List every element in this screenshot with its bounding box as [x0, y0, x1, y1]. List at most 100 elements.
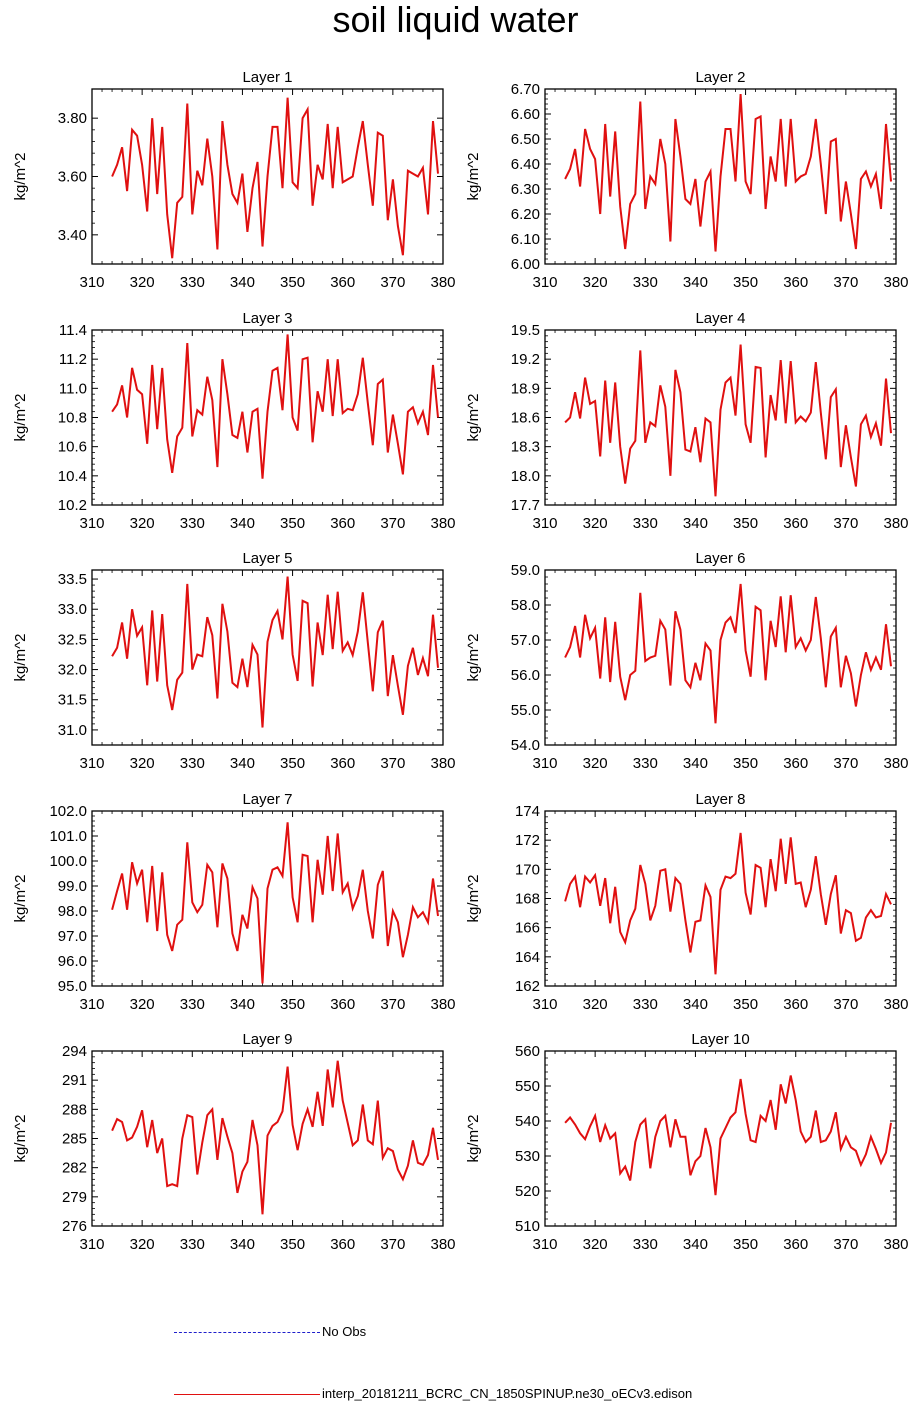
x-tick-label: 330 — [180, 515, 205, 532]
y-tick-label: 276 — [62, 1218, 87, 1235]
x-tick-label: 350 — [280, 996, 305, 1013]
x-tick-label: 350 — [733, 515, 758, 532]
x-tick-label: 370 — [380, 755, 405, 772]
x-tick-label: 350 — [733, 996, 758, 1013]
series-line — [111, 822, 439, 984]
x-tick-label: 370 — [380, 1236, 405, 1253]
layer-panel-8: Layer 8 kg/m^2 310 320 330 340 350 360 370 380 162… — [465, 791, 909, 1013]
y-tick-label: 3.80 — [58, 110, 87, 127]
x-tick-label: 330 — [180, 274, 205, 291]
legend-line-no-obs — [174, 1332, 320, 1333]
x-tick-label: 330 — [633, 274, 658, 291]
x-tick-label: 310 — [79, 996, 104, 1013]
panel-title: Layer 6 — [695, 550, 745, 567]
x-tick-label: 310 — [532, 996, 557, 1013]
y-axis-label: kg/m^2 — [465, 634, 482, 682]
y-tick-label: 18.3 — [511, 439, 540, 456]
x-tick-label: 350 — [280, 755, 305, 772]
x-tick-label: 330 — [180, 1236, 205, 1253]
x-tick-label: 330 — [180, 755, 205, 772]
y-tick-label: 6.10 — [511, 231, 540, 248]
y-tick-label: 168 — [515, 891, 540, 908]
y-tick-label: 11.4 — [59, 322, 87, 339]
series-line — [564, 93, 892, 252]
y-tick-label: 31.0 — [58, 722, 87, 739]
series-line — [111, 97, 439, 259]
y-tick-label: 56.0 — [511, 667, 540, 684]
y-tick-label: 3.60 — [58, 169, 87, 186]
layer-panel-4: Layer 4 kg/m^2 310 320 330 340 350 360 370 380 17.… — [465, 310, 909, 532]
plot-frame — [91, 569, 444, 746]
x-tick-label: 360 — [783, 515, 808, 532]
x-tick-label: 350 — [733, 274, 758, 291]
x-tick-label: 330 — [633, 515, 658, 532]
y-tick-label: 170 — [515, 861, 540, 878]
y-tick-label: 32.0 — [58, 662, 87, 679]
panel-title: Layer 9 — [242, 1031, 292, 1048]
x-tick-label: 310 — [79, 274, 104, 291]
y-tick-label: 10.4 — [58, 468, 87, 485]
y-tick-label: 58.0 — [511, 597, 540, 614]
x-tick-label: 360 — [330, 1236, 355, 1253]
x-tick-label: 320 — [130, 1236, 155, 1253]
y-tick-label: 550 — [515, 1078, 540, 1095]
y-tick-label: 294 — [62, 1043, 87, 1060]
y-tick-label: 18.0 — [511, 468, 540, 485]
y-axis-label: kg/m^2 — [465, 394, 482, 442]
x-tick-label: 340 — [230, 274, 255, 291]
x-tick-label: 310 — [79, 515, 104, 532]
x-tick-label: 310 — [79, 1236, 104, 1253]
series-line — [111, 1060, 439, 1215]
x-tick-label: 380 — [883, 274, 908, 291]
x-tick-label: 340 — [683, 515, 708, 532]
x-tick-label: 370 — [380, 515, 405, 532]
layer-panel-5: Layer 5 kg/m^2 310 320 330 340 350 360 370 380 31.… — [12, 550, 456, 772]
series-line — [564, 832, 892, 975]
x-tick-label: 330 — [633, 1236, 658, 1253]
x-tick-label: 380 — [883, 1236, 908, 1253]
layer-panel-7: Layer 7 kg/m^2 310 320 330 340 350 360 370 380 95.… — [12, 791, 456, 1013]
y-tick-label: 6.20 — [511, 206, 540, 223]
x-tick-label: 340 — [683, 996, 708, 1013]
y-tick-label: 172 — [515, 832, 540, 849]
y-axis-label: kg/m^2 — [12, 153, 29, 201]
x-tick-label: 320 — [130, 755, 155, 772]
x-tick-label: 370 — [380, 274, 405, 291]
y-tick-label: 6.60 — [511, 106, 540, 123]
y-tick-label: 32.5 — [58, 631, 87, 648]
x-tick-label: 380 — [883, 755, 908, 772]
y-tick-label: 33.0 — [58, 601, 87, 618]
y-tick-label: 166 — [515, 920, 540, 937]
y-tick-label: 540 — [515, 1113, 540, 1130]
x-tick-label: 380 — [430, 1236, 455, 1253]
y-tick-label: 282 — [62, 1160, 87, 1177]
x-tick-label: 320 — [130, 274, 155, 291]
series-line — [564, 1075, 892, 1196]
y-axis-label: kg/m^2 — [12, 1115, 29, 1163]
x-tick-label: 350 — [280, 274, 305, 291]
x-tick-label: 370 — [833, 1236, 858, 1253]
series-line — [564, 583, 892, 724]
plot-frame — [544, 810, 897, 987]
plot-frame — [544, 88, 897, 265]
plot-frame — [91, 810, 444, 987]
legend-label-model-run: interp_20181211_BCRC_CN_1850SPINUP.ne30_… — [322, 1386, 693, 1401]
y-tick-label: 59.0 — [511, 562, 540, 579]
plot-frame — [91, 329, 444, 506]
y-tick-label: 19.2 — [511, 351, 540, 368]
y-tick-label: 530 — [515, 1148, 540, 1165]
y-axis-label: kg/m^2 — [12, 875, 29, 923]
y-tick-label: 10.2 — [58, 497, 87, 514]
layer-panel-6: Layer 6 kg/m^2 310 320 330 340 350 360 370 380 54.… — [465, 550, 909, 772]
y-tick-label: 520 — [515, 1183, 540, 1200]
y-tick-label: 31.5 — [58, 692, 87, 709]
x-tick-label: 330 — [180, 996, 205, 1013]
x-tick-label: 340 — [230, 515, 255, 532]
layer-panel-2: Layer 2 kg/m^2 310 320 330 340 350 360 370 380 6.0… — [465, 69, 909, 291]
x-tick-label: 340 — [683, 1236, 708, 1253]
y-tick-label: 6.40 — [511, 156, 540, 173]
y-tick-label: 54.0 — [511, 737, 540, 754]
x-tick-label: 380 — [430, 515, 455, 532]
y-tick-label: 10.8 — [58, 410, 87, 427]
